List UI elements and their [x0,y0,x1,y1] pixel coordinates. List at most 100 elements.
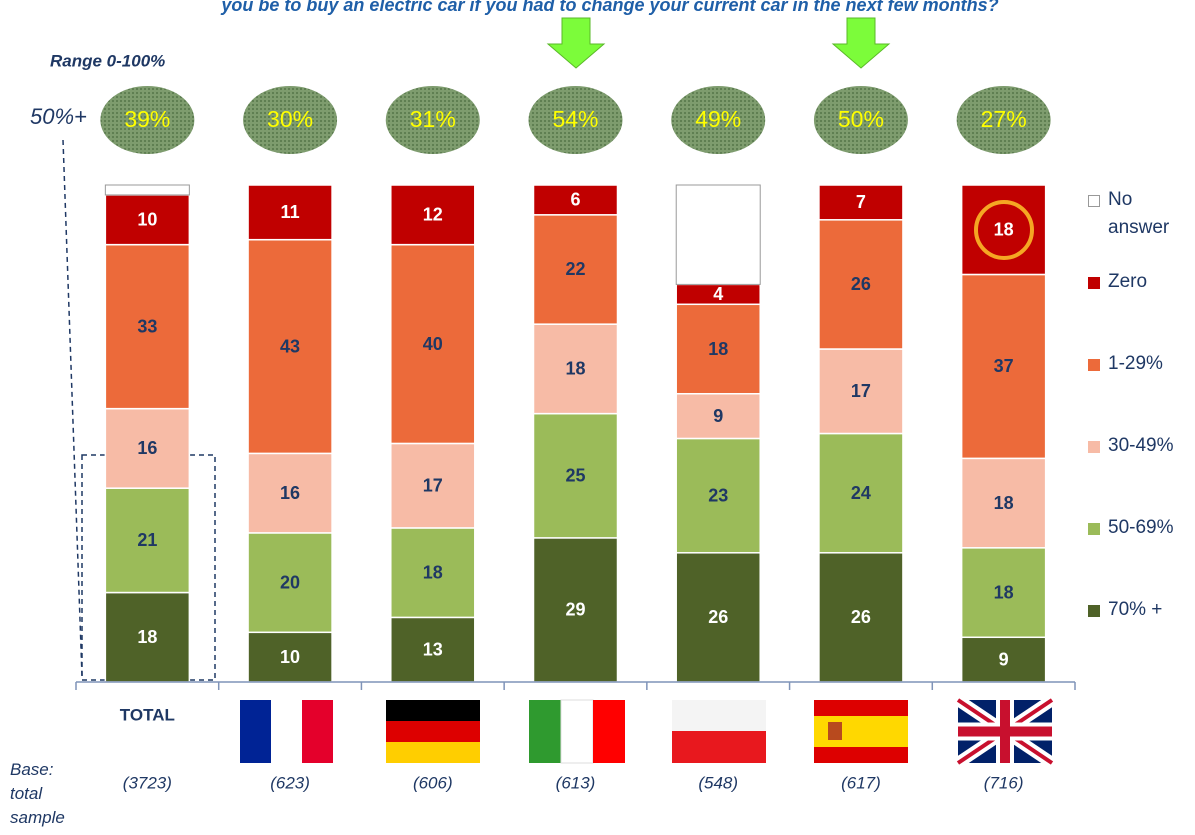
legend-swatch [1088,441,1100,453]
bar-segment [960,547,1047,639]
bar-segment [390,527,476,619]
bar-segment [247,532,333,634]
share-label: 31% [410,106,456,132]
data-label: 18 [137,627,157,647]
legend-swatch [1088,277,1100,289]
data-label: 16 [137,438,157,458]
bar-segment [247,184,333,241]
base-label: (606) [413,773,453,792]
legend-swatch [1088,195,1100,207]
data-label: 18 [565,359,585,379]
bar-segment [675,303,761,395]
bar-segment [247,631,333,683]
share-bubble [385,86,480,154]
share-label: 49% [695,106,741,132]
bar-segment [532,184,619,216]
legend-item: 1-29% [1088,353,1193,436]
bar-segment [532,214,619,325]
data-label: 26 [708,607,728,627]
arrow [546,17,891,69]
bar-segment [818,219,904,350]
share-bubble [813,86,908,154]
bar-segment [390,616,476,683]
data-label: 12 [423,205,443,225]
data-label: 18 [708,339,728,359]
base-label: (716) [984,773,1024,792]
data-label: 17 [851,381,871,401]
data-label: 21 [137,530,157,550]
legend: No answer Zero 1-29% 30-49% 50-69% 70% + [1088,189,1193,682]
bar-segment [818,348,904,435]
share-bubble [243,86,338,154]
share-label: 50% [838,106,884,132]
share-label: 50%+ [30,104,87,129]
data-label: 26 [851,274,871,294]
highlight [974,200,1034,260]
share-bubble [671,86,766,154]
base-note: Base: total sample [10,760,65,827]
bar-segment [960,273,1047,460]
data-label: 40 [423,334,443,354]
data-label: 16 [280,483,300,503]
legend-label: No answer [1108,189,1170,238]
share-bubble [100,86,195,154]
data-label: 37 [994,356,1014,376]
data-label: 11 [281,202,300,222]
data-label: 6 [570,190,580,210]
data-label: 10 [280,647,300,667]
legend-label: 50-69% [1108,517,1174,538]
flag-france [240,700,333,763]
bar-segment [104,487,191,594]
data-label: 18 [994,493,1014,513]
bar-segment [390,243,476,445]
data-label: 4 [713,284,723,304]
legend-item: 30-49% [1088,435,1193,518]
bar-segment [104,194,191,246]
legend-item: 70% + [1088,599,1193,682]
share-label: 54% [552,106,598,132]
data-label: 10 [137,210,157,230]
data-label: 20 [280,572,300,592]
data-label: 18 [994,219,1014,239]
legend-label: 1-29% [1108,353,1163,374]
legend-item: No answer [1088,189,1193,272]
legend-label: 70% + [1108,599,1163,620]
bar-segment [247,238,333,455]
legend-label: Zero [1108,271,1148,292]
data-label: 18 [994,582,1014,602]
legend-swatch [1088,359,1100,371]
bar-segment [247,452,333,534]
data-label: 43 [280,336,300,356]
legend-swatch [1088,605,1100,617]
bar-segment [532,323,619,415]
bar-segment [104,243,191,410]
data-label: 29 [565,600,585,620]
data-label: 9 [713,406,723,426]
flag-germany [386,700,480,763]
chart-title: you be to buy an electric car if you had… [220,0,998,15]
data-label: 23 [708,485,728,505]
data-label: 24 [851,483,871,503]
share-label: 27% [981,106,1027,132]
x-tick-label: TOTAL [120,705,175,724]
data-label: 13 [423,639,443,659]
base-label: (617) [841,773,881,792]
base-label: (3723) [123,773,172,792]
base-label: (548) [698,773,738,792]
data-label: 26 [851,607,871,627]
base-label: (613) [556,773,596,792]
bar-segment [104,184,190,196]
data-label: 25 [565,465,585,485]
bar-segment [675,184,761,285]
flag-uk [954,695,1056,768]
data-label: 7 [856,192,866,212]
legend-swatch [1088,523,1100,535]
bar-segment [818,184,904,221]
flag-poland [672,700,766,763]
flag-spain [814,700,908,763]
legend-item: 50-69% [1088,517,1193,600]
data-label: 33 [137,316,157,336]
bar-segment [390,184,476,246]
